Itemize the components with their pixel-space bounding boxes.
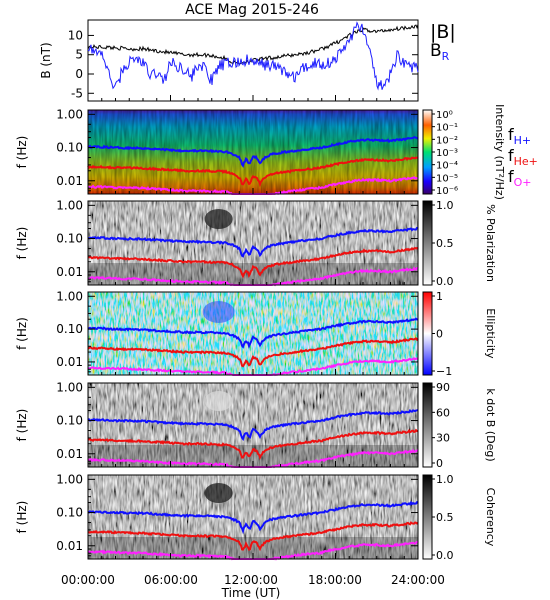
fHe-line	[87, 337, 419, 368]
fH-line	[87, 226, 419, 258]
figure-title: ACE Mag 2015-246	[185, 2, 319, 18]
colorbar-tick-label: 0.5	[436, 237, 454, 250]
fH-line	[87, 409, 419, 442]
kdotb-panel: 1.00 0.10 0.01 f (Hz) 90 60 30 0 k dot B (Deg)	[15, 380, 497, 470]
y-tick-label: 0.01	[56, 447, 83, 461]
colorbar-title: k dot B (Deg)	[484, 388, 497, 461]
fH-line	[87, 136, 419, 168]
legend-subscript: O+	[514, 176, 532, 189]
series-line-br	[87, 21, 419, 91]
intensity-panel: 1.000.100.01f (Hz)10⁰10⁻¹10⁻²10⁻³10⁻⁴10⁻…	[15, 104, 506, 200]
y-tick-label: 1.00	[56, 198, 83, 212]
colorbar-tick-label: 10⁻³	[436, 148, 458, 159]
y-axis-title: f (Hz)	[15, 409, 29, 442]
colorbar-tick-label: 90	[436, 381, 450, 394]
y-tick-label: 5	[75, 48, 83, 62]
legend-br-subscript: R	[442, 50, 450, 63]
y-axis-title: f (Hz)	[15, 136, 29, 169]
colorbar-tick-label: 0.5	[436, 511, 454, 524]
x-tick-label: 18:00:00	[308, 573, 362, 587]
y-tick-label: 1.00	[56, 380, 83, 394]
colorbar-tick-label: 1.0	[436, 473, 454, 486]
colorbar-tick-label: 0	[436, 328, 443, 341]
colorbar-tick-label: 10⁻¹	[436, 123, 458, 134]
x-axis-title: Time (UT)	[221, 586, 281, 600]
y-tick-label: -5	[71, 86, 83, 100]
x-axis-labels: 00:00:00 06:00:00 12:00:00 18:00:00 24:0…	[61, 573, 445, 600]
x-tick-label: 12:00:00	[224, 573, 278, 587]
colorbar-title: Coherency	[484, 488, 497, 547]
colorbar-tick-label: 1.0	[436, 199, 454, 212]
series-line-btotal	[87, 24, 419, 65]
y-axis-title: f (Hz)	[15, 227, 29, 260]
spectral-feature	[204, 483, 233, 503]
colorbar-title: % Polarization	[484, 204, 497, 282]
colorbar-tick-label: 0.0	[436, 275, 454, 288]
colorbar	[422, 382, 433, 468]
y-tick-label: 0.01	[56, 174, 83, 188]
y-tick-label: 0	[75, 67, 83, 81]
coherency-panel: 1.00 0.10 0.01 f (Hz) 1.0 0.5 0.0 Coherency	[15, 472, 497, 562]
y-tick-label: 0.10	[56, 506, 83, 520]
colorbar-tick-label: −1	[436, 365, 452, 378]
colorbar-tick-label: 10⁻⁵	[436, 173, 458, 184]
bfield-panel: 10 5 0 -5 B (nT) |B|BR	[39, 19, 456, 102]
y-axis-title: f (Hz)	[15, 317, 29, 350]
colorbar-tick-label: 1	[436, 290, 443, 303]
legend-H-line: fH+	[508, 125, 531, 147]
x-tick-label: 24:00:00	[391, 573, 445, 587]
y-tick-label: 0.01	[56, 265, 83, 279]
spectral-feature	[204, 209, 233, 229]
y-tick-label: 0.10	[56, 322, 83, 336]
fHe-line	[88, 521, 419, 552]
y-axis-title: B (nT)	[39, 42, 53, 78]
y-tick-label: 10	[68, 28, 83, 42]
colorbar	[422, 474, 433, 560]
colorbar-tick-label: 60	[436, 406, 450, 419]
spectral-feature	[204, 391, 233, 411]
spectral-feature	[202, 301, 235, 323]
y-tick-label: 1.00	[56, 289, 83, 303]
y-tick-label: 0.10	[56, 414, 83, 428]
colorbar-tick-label: 30	[436, 432, 450, 445]
colorbar-tick-label: 10⁻²	[436, 135, 458, 146]
legend-subscript: He+	[514, 155, 538, 168]
fHe-line	[87, 246, 419, 279]
y-tick-label: 1.00	[56, 472, 83, 486]
fH-line	[87, 317, 419, 349]
legend-subscript: H+	[514, 134, 532, 147]
ellipticity-panel: 1.00 0.10 0.01 f (Hz) 1 0 −1 Ellipticity	[15, 289, 497, 378]
colorbar-tick-label: 0	[436, 457, 443, 470]
legend-He-line: fHe+	[508, 146, 538, 168]
colorbar-tick-label: 0.0	[436, 549, 454, 562]
fHe-line	[87, 428, 419, 461]
y-tick-label: 0.10	[56, 141, 83, 155]
legend-O-line: fO+	[508, 167, 532, 189]
legend-btotal: |B|	[430, 21, 456, 43]
colorbar-title: Intensity (nT²/Hz)	[493, 104, 506, 200]
y-tick-label: 0.01	[56, 539, 83, 553]
x-tick-label: 00:00:00	[61, 573, 115, 587]
x-tick-label: 06:00:00	[144, 573, 198, 587]
fHe-line	[87, 156, 419, 188]
colorbar	[422, 200, 433, 286]
polarization-panel: 1.00 0.10 0.01 f (Hz) 1.0 0.5 0.0 % Polarizatio…	[15, 198, 497, 288]
y-tick-label: 0.10	[56, 232, 83, 246]
colorbar-tick-label: 10⁻⁴	[436, 161, 458, 172]
y-axis-title: f (Hz)	[15, 501, 29, 534]
colorbar-tick-label: 10⁻⁶	[436, 186, 458, 197]
fH-line	[87, 500, 419, 535]
colorbar	[422, 291, 433, 376]
colorbar-title: Ellipticity	[484, 308, 497, 359]
colorbar	[422, 109, 433, 195]
legend-br: BR	[430, 41, 450, 63]
y-tick-label: 1.00	[56, 107, 83, 121]
y-tick-label: 0.01	[56, 355, 83, 369]
colorbar-tick-label: 10⁰	[436, 110, 453, 121]
